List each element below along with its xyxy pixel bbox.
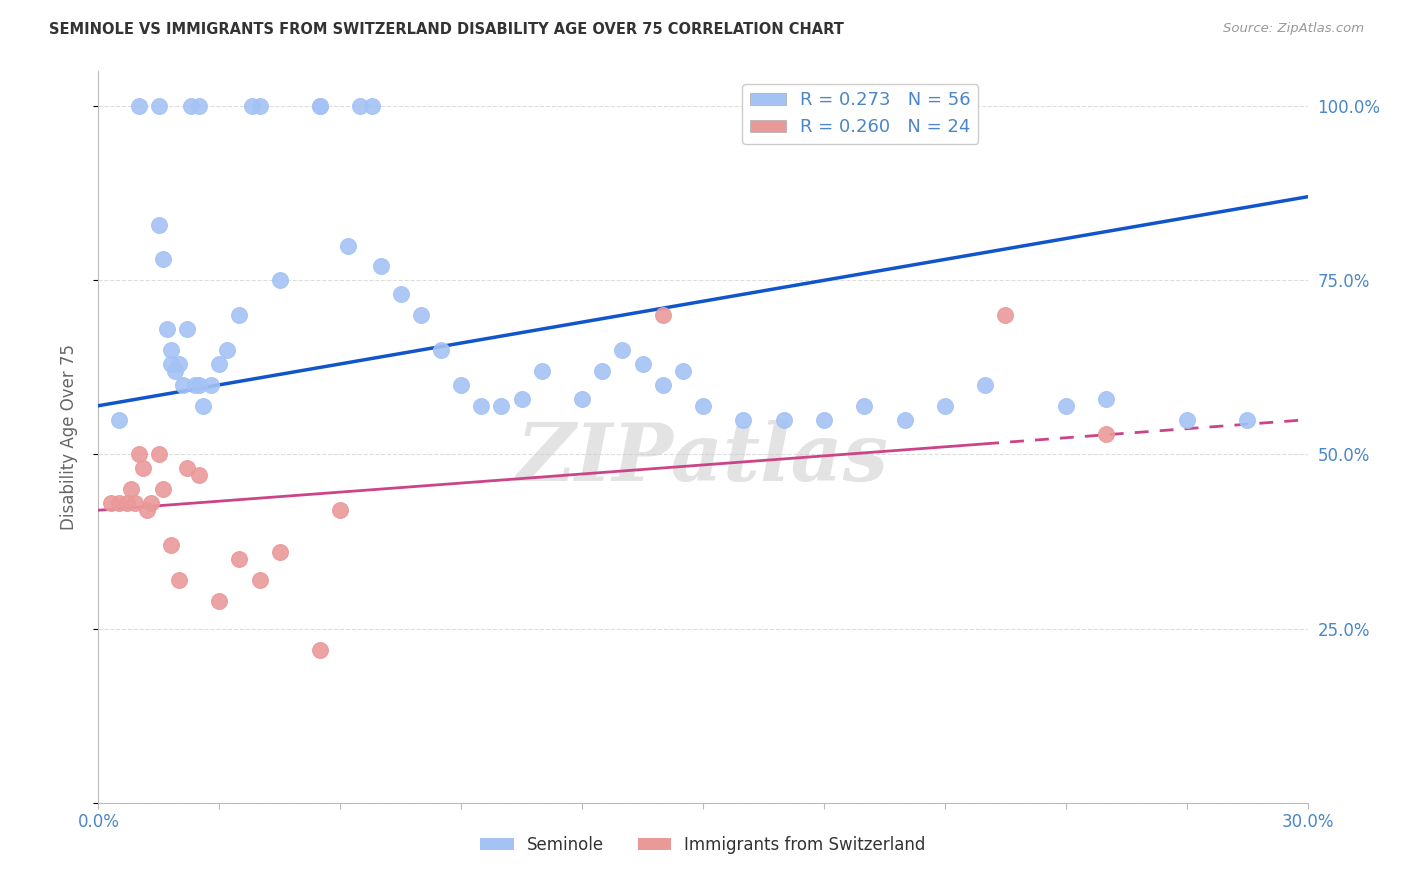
Point <box>651 377 673 392</box>
Point <box>176 322 198 336</box>
Point <box>1175 412 1198 426</box>
Point <box>208 357 231 371</box>
Point <box>176 461 198 475</box>
Text: ZIPatlas: ZIPatlas <box>517 420 889 498</box>
Point <box>160 343 183 357</box>
Point <box>430 343 453 357</box>
Point <box>974 377 997 392</box>
Point <box>772 412 794 426</box>
Point <box>152 252 174 267</box>
Point <box>361 99 384 113</box>
Point <box>107 496 129 510</box>
Point <box>571 392 593 406</box>
Y-axis label: Disability Age Over 75: Disability Age Over 75 <box>59 344 77 530</box>
Point <box>651 308 673 322</box>
Text: Source: ZipAtlas.com: Source: ZipAtlas.com <box>1223 22 1364 36</box>
Point <box>692 399 714 413</box>
Point <box>107 412 129 426</box>
Point <box>188 99 211 113</box>
Point <box>370 260 392 274</box>
Point <box>612 343 634 357</box>
Point <box>853 399 876 413</box>
Point <box>1054 399 1077 413</box>
Point <box>148 218 170 232</box>
Point <box>163 364 186 378</box>
Point <box>148 448 170 462</box>
Point <box>167 357 190 371</box>
Point <box>409 308 432 322</box>
Point <box>228 552 250 566</box>
Point <box>994 308 1017 322</box>
Point <box>240 99 263 113</box>
Point <box>1236 412 1258 426</box>
Point <box>309 99 332 113</box>
Point <box>249 573 271 587</box>
Point <box>200 377 222 392</box>
Point <box>188 468 211 483</box>
Point <box>156 322 179 336</box>
Point <box>120 483 142 497</box>
Point <box>893 412 915 426</box>
Point <box>128 448 150 462</box>
Point <box>450 377 472 392</box>
Point <box>148 99 170 113</box>
Point <box>1095 392 1118 406</box>
Point <box>389 287 412 301</box>
Point <box>329 503 352 517</box>
Point <box>228 308 250 322</box>
Point <box>309 642 332 657</box>
Point <box>167 573 190 587</box>
Point <box>188 377 211 392</box>
Point <box>135 503 157 517</box>
Point <box>172 377 194 392</box>
Legend: Seminole, Immigrants from Switzerland: Seminole, Immigrants from Switzerland <box>474 829 932 860</box>
Point <box>184 377 207 392</box>
Point <box>1095 426 1118 441</box>
Point <box>139 496 162 510</box>
Point <box>530 364 553 378</box>
Point <box>160 357 183 371</box>
Point <box>100 496 122 510</box>
Point <box>672 364 695 378</box>
Point <box>217 343 239 357</box>
Point <box>269 545 291 559</box>
Point <box>591 364 613 378</box>
Point <box>349 99 371 113</box>
Point <box>269 273 291 287</box>
Point <box>470 399 492 413</box>
Point <box>180 99 202 113</box>
Point <box>160 538 183 552</box>
Text: SEMINOLE VS IMMIGRANTS FROM SWITZERLAND DISABILITY AGE OVER 75 CORRELATION CHART: SEMINOLE VS IMMIGRANTS FROM SWITZERLAND … <box>49 22 844 37</box>
Point <box>115 496 138 510</box>
Point <box>337 238 360 252</box>
Point <box>934 399 956 413</box>
Point <box>124 496 146 510</box>
Point <box>128 99 150 113</box>
Point <box>491 399 513 413</box>
Point <box>152 483 174 497</box>
Point <box>733 412 755 426</box>
Point <box>132 461 155 475</box>
Point <box>208 594 231 608</box>
Point <box>249 99 271 113</box>
Point <box>510 392 533 406</box>
Point <box>309 99 332 113</box>
Point <box>193 399 215 413</box>
Point <box>813 412 835 426</box>
Point <box>631 357 654 371</box>
